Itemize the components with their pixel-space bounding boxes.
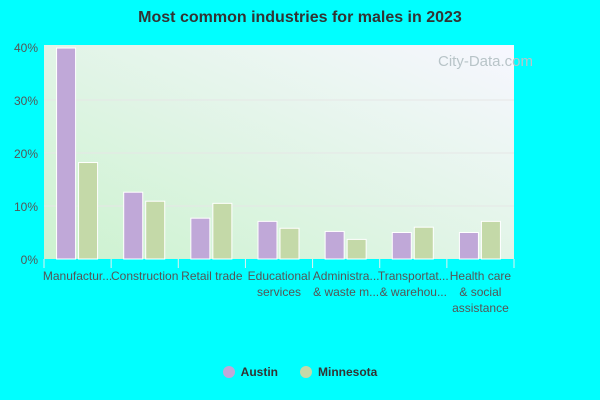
legend-swatch <box>222 366 235 378</box>
watermark: City-Data.com <box>438 53 533 70</box>
y-tick-label: 0% <box>21 253 39 267</box>
legend-label: Minnesota <box>318 365 378 379</box>
x-tick-label: assistance <box>452 301 509 315</box>
plot-area <box>44 45 514 259</box>
x-tick-label: Construction <box>111 269 178 283</box>
bar-minnesota <box>78 162 99 260</box>
bar-austin <box>190 217 211 260</box>
bar-austin <box>324 230 345 260</box>
legend-item-minnesota: Minnesota <box>300 365 377 379</box>
x-tick-label: Manufactur... <box>43 269 112 283</box>
x-tick-label: & waste m... <box>313 285 379 299</box>
legend-label: Austin <box>240 365 278 379</box>
bar-austin <box>458 232 479 260</box>
y-tick-label: 30% <box>14 94 38 108</box>
bar-austin <box>123 191 144 260</box>
y-tick-label: 20% <box>14 147 38 161</box>
bar-austin <box>56 47 77 260</box>
x-tick-label: Administra... <box>313 269 380 283</box>
y-tick-label: 40% <box>14 41 38 55</box>
x-tick-label: services <box>257 285 301 299</box>
x-tick-label: & warehou... <box>380 285 447 299</box>
legend: Austin Minnesota <box>0 365 600 379</box>
bar-minnesota <box>279 227 300 260</box>
bar-minnesota <box>480 220 501 260</box>
x-tick-label: Transportat... <box>378 269 449 283</box>
y-tick-label: 10% <box>14 200 38 214</box>
bar-austin <box>391 232 412 260</box>
bar-minnesota <box>413 226 434 260</box>
x-tick-label: Retail trade <box>181 269 243 283</box>
bar-minnesota <box>145 200 166 260</box>
bar-austin <box>257 220 278 260</box>
chart-title: Most common industries for males in 2023 <box>138 9 462 26</box>
x-tick-label: Health care <box>450 269 512 283</box>
x-tick-label: & social <box>459 285 501 299</box>
legend-swatch <box>300 366 312 378</box>
x-tick-label: Educational <box>248 269 311 283</box>
bar-minnesota <box>346 238 367 260</box>
legend-item-austin: Austin <box>222 365 278 379</box>
bar-minnesota <box>212 202 233 260</box>
